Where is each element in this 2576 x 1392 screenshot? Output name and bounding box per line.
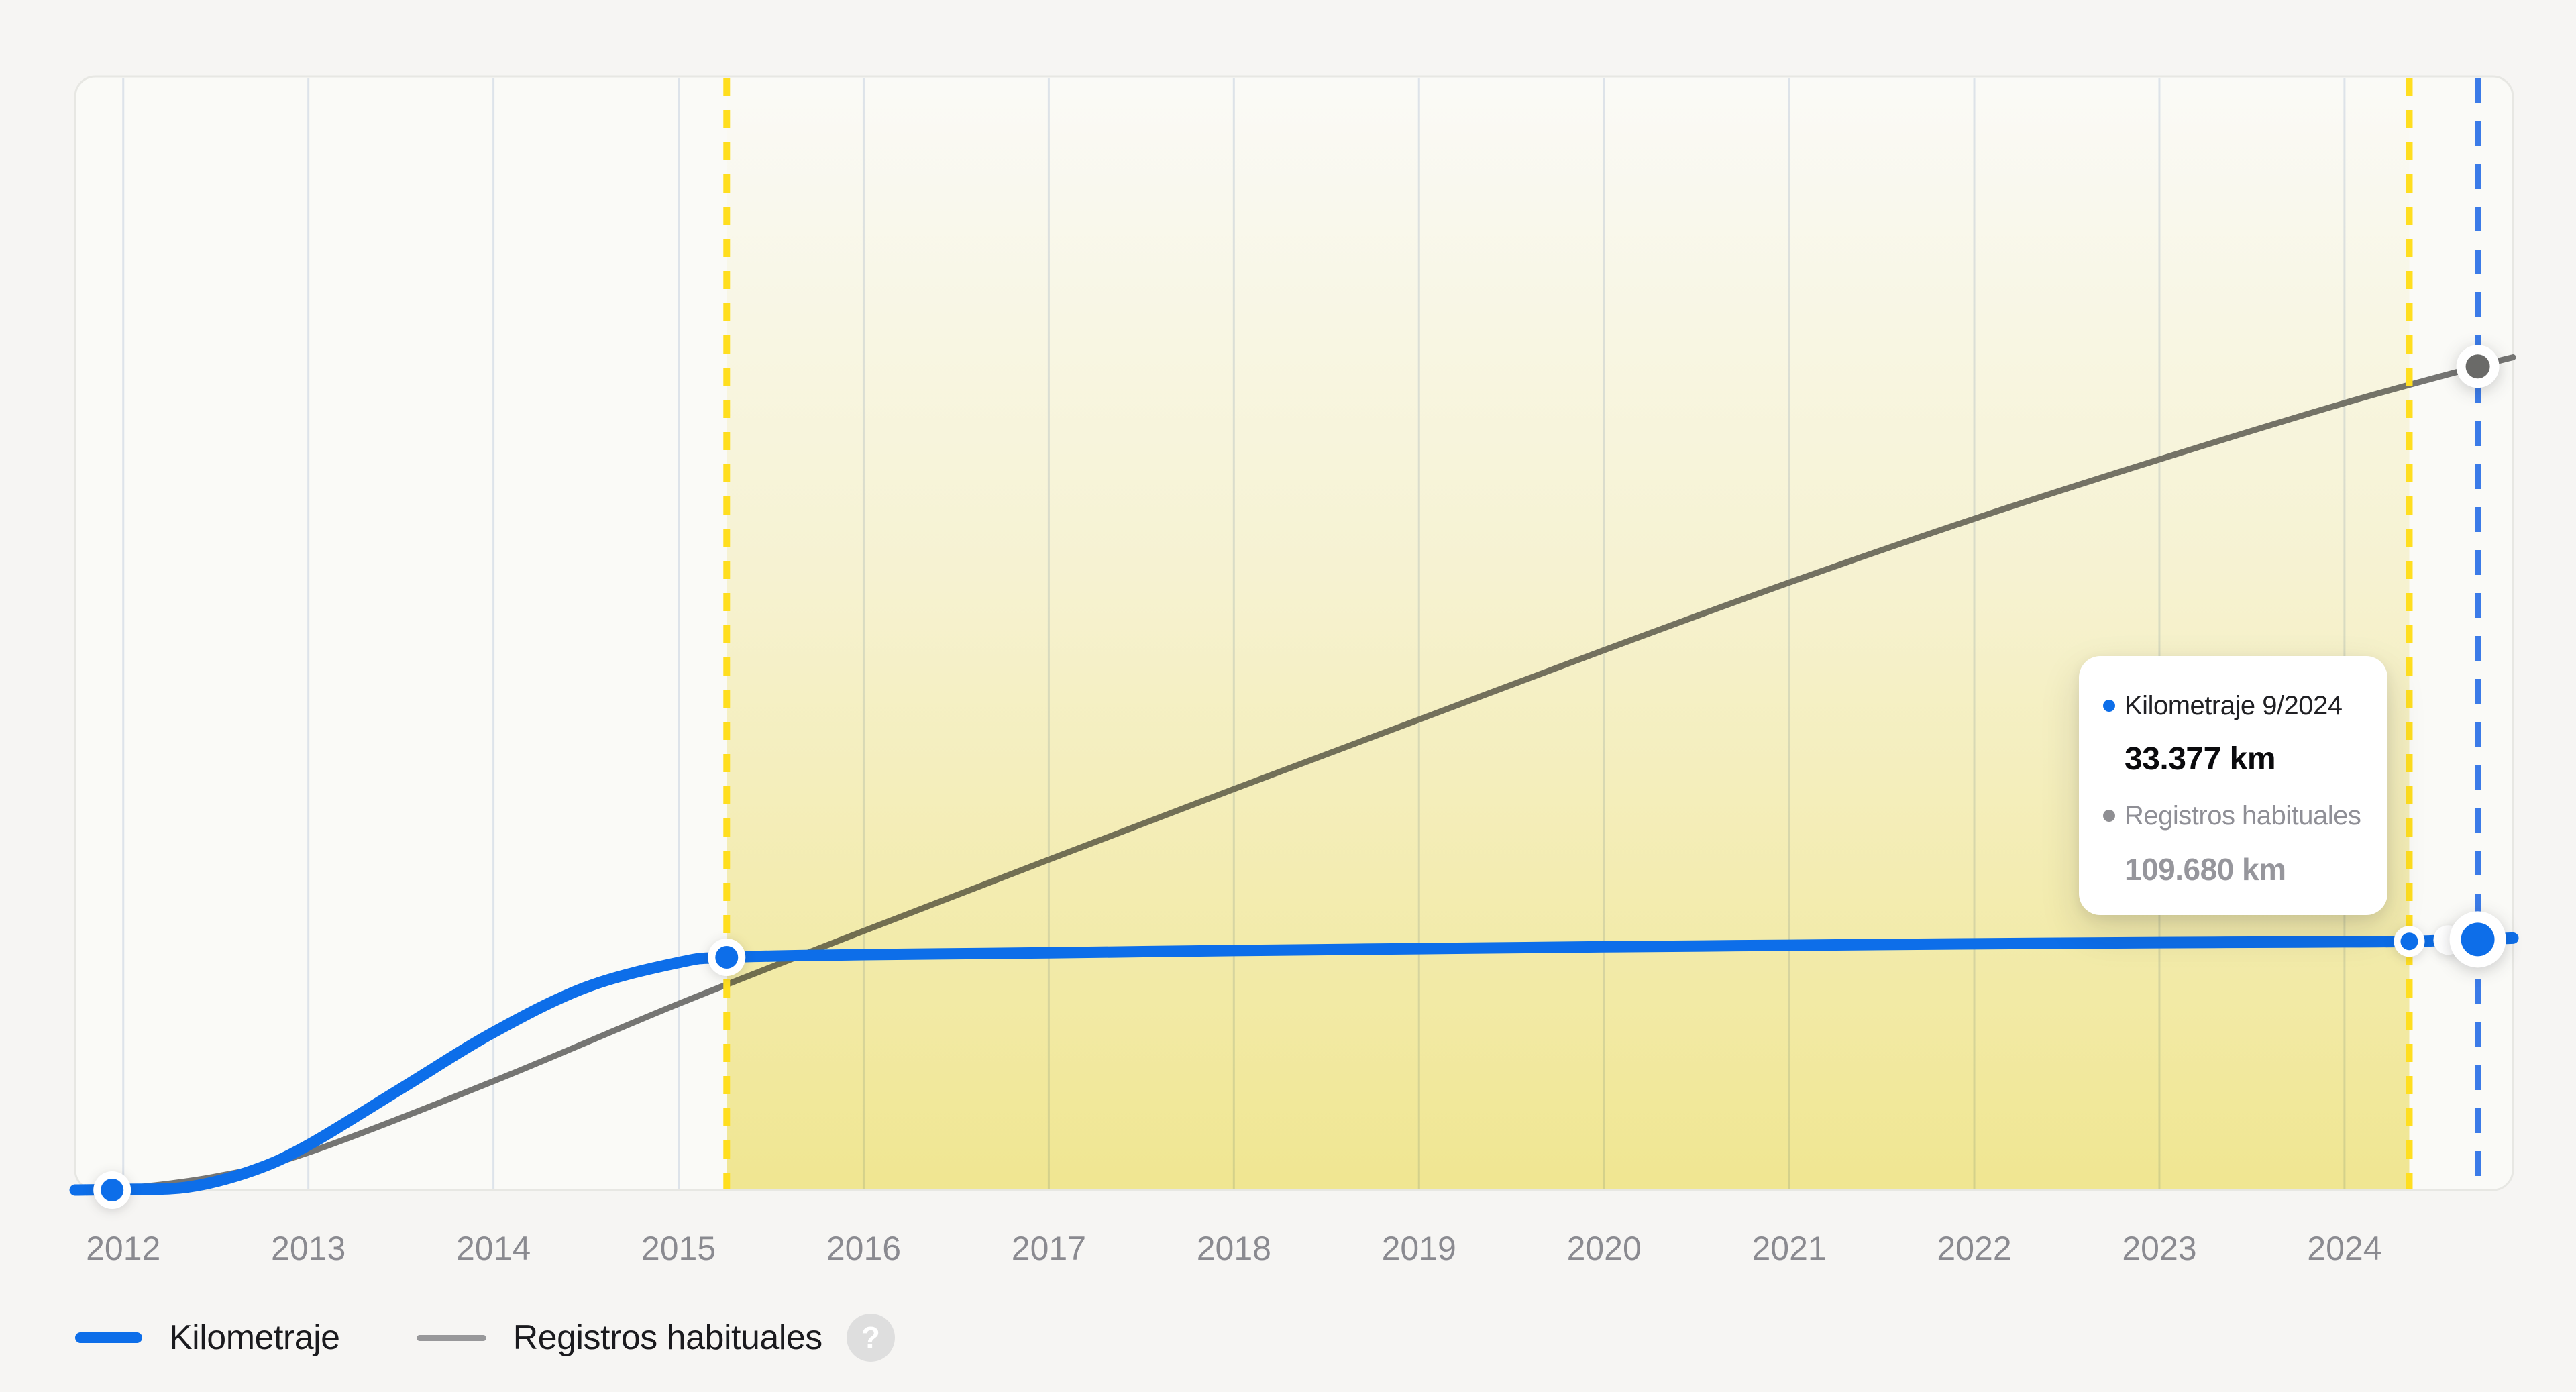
tooltip-primary-row: Kilometraje 9/2024 xyxy=(2103,680,2369,731)
data-point-large[interactable] xyxy=(2461,922,2495,957)
registros-bullet-icon xyxy=(2103,810,2115,822)
axis-tick-label-2014: 2014 xyxy=(456,1230,531,1267)
tooltip-primary-value: 33.377 km xyxy=(2125,741,2276,777)
axis-tick-label-2013: 2013 xyxy=(271,1230,345,1267)
highlight-region xyxy=(727,78,2410,1189)
tooltip-secondary-value: 109.680 km xyxy=(2125,852,2286,887)
axis-tick-label-2021: 2021 xyxy=(1752,1230,1826,1267)
help-icon[interactable]: ? xyxy=(846,1314,895,1362)
axis-tick-label-2012: 2012 xyxy=(86,1230,160,1267)
axis-tick-label-2018: 2018 xyxy=(1197,1230,1271,1267)
axis-tick-label-2020: 2020 xyxy=(1567,1230,1642,1267)
axis-tick-label-2016: 2016 xyxy=(826,1230,901,1267)
axis-tick-label-2023: 2023 xyxy=(2122,1230,2196,1267)
legend-label-registros: Registros habituales xyxy=(513,1318,823,1357)
registros-line-swatch-icon xyxy=(416,1334,486,1341)
kilometraje-bullet-icon xyxy=(2103,700,2115,712)
kilometraje-line-swatch-icon xyxy=(75,1332,142,1343)
legend-item-registros: Registros habituales xyxy=(416,1318,823,1358)
data-point-normal[interactable] xyxy=(715,945,739,969)
legend-item-kilometraje: Kilometraje xyxy=(75,1318,340,1358)
data-point-normal[interactable] xyxy=(101,1179,124,1201)
axis-tick-label-2022: 2022 xyxy=(1937,1230,2011,1267)
kilometraje-line[interactable] xyxy=(69,932,2519,1196)
chart-legend: Kilometraje Registros habituales ? xyxy=(75,1309,895,1366)
axis-tick-label-2015: 2015 xyxy=(641,1230,716,1267)
data-point-gray[interactable] xyxy=(2465,354,2490,379)
chart-tooltip: Kilometraje 9/2024 33.377 km Registros h… xyxy=(2079,656,2387,915)
tooltip-secondary-label: Registros habituales xyxy=(2125,801,2361,831)
axis-tick-label-2024: 2024 xyxy=(2307,1230,2381,1267)
tooltip-secondary-row: Registros habituales xyxy=(2103,790,2369,841)
legend-label-kilometraje: Kilometraje xyxy=(169,1318,340,1357)
axis-tick-label-2019: 2019 xyxy=(1382,1230,1456,1267)
data-point-small[interactable] xyxy=(2400,932,2418,951)
axis-tick-label-2017: 2017 xyxy=(1012,1230,1086,1267)
tooltip-primary-label: Kilometraje 9/2024 xyxy=(2125,691,2343,720)
